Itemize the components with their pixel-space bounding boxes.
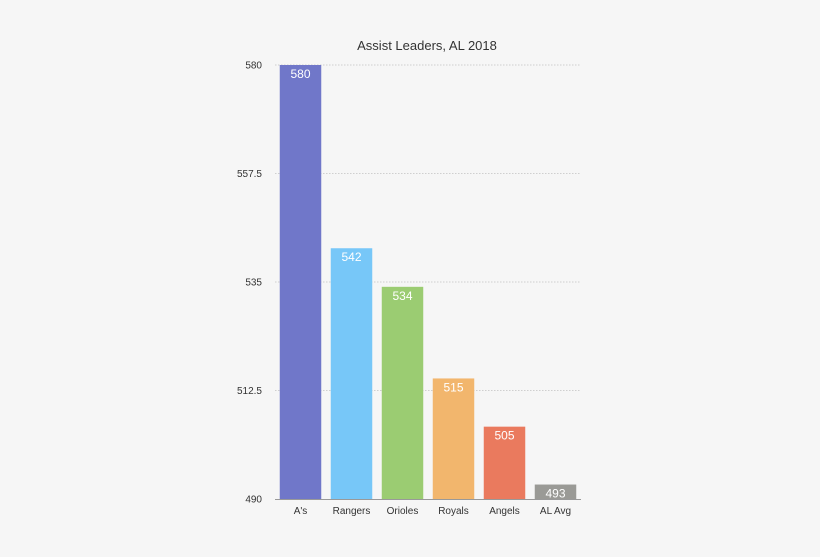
x-axis-labels: A's Rangers Orioles Royals Angels AL Avg bbox=[294, 506, 571, 517]
y-tick-label: 580 bbox=[245, 61, 262, 72]
chart-title: Assist Leaders, AL 2018 bbox=[357, 38, 497, 53]
x-category-label: AL Avg bbox=[540, 506, 571, 517]
bar-value-label: 580 bbox=[290, 67, 310, 81]
y-gridlines bbox=[275, 64, 581, 391]
y-tick-label: 490 bbox=[245, 495, 262, 506]
y-tick-label: 512.5 bbox=[237, 386, 262, 397]
bars bbox=[279, 65, 577, 499]
x-category-label: A's bbox=[294, 506, 308, 517]
bar bbox=[381, 286, 424, 499]
bar bbox=[483, 426, 526, 499]
x-category-label: Angels bbox=[489, 506, 520, 517]
bar-value-label: 534 bbox=[392, 289, 412, 303]
value-labels: 580 542 534 515 505 493 bbox=[290, 67, 565, 501]
bar bbox=[534, 484, 577, 499]
bar-value-label: 515 bbox=[443, 380, 463, 394]
bar-value-label: 505 bbox=[494, 429, 514, 443]
x-category-label: Orioles bbox=[387, 506, 419, 517]
bar bbox=[330, 248, 373, 499]
x-category-label: Rangers bbox=[333, 506, 371, 517]
bar-value-label: 493 bbox=[545, 487, 565, 501]
y-tick-label: 557.5 bbox=[237, 169, 262, 180]
bar bbox=[279, 65, 322, 499]
x-category-label: Royals bbox=[438, 506, 469, 517]
bar-value-label: 542 bbox=[341, 250, 361, 264]
y-axis-ticks: 490 512.5 535 557.5 580 bbox=[237, 61, 262, 506]
y-tick-label: 535 bbox=[245, 278, 262, 289]
bar bbox=[432, 378, 475, 499]
